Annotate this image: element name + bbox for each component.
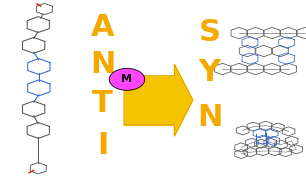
Text: I: I bbox=[97, 131, 108, 160]
Text: N: N bbox=[197, 103, 222, 132]
Text: T: T bbox=[92, 88, 113, 118]
Circle shape bbox=[109, 68, 145, 90]
Text: A: A bbox=[91, 13, 114, 42]
Polygon shape bbox=[124, 76, 176, 125]
Text: Y: Y bbox=[199, 58, 221, 87]
Text: N: N bbox=[90, 50, 115, 79]
Text: S: S bbox=[199, 18, 221, 47]
Text: M: M bbox=[121, 74, 132, 84]
Polygon shape bbox=[174, 64, 193, 136]
